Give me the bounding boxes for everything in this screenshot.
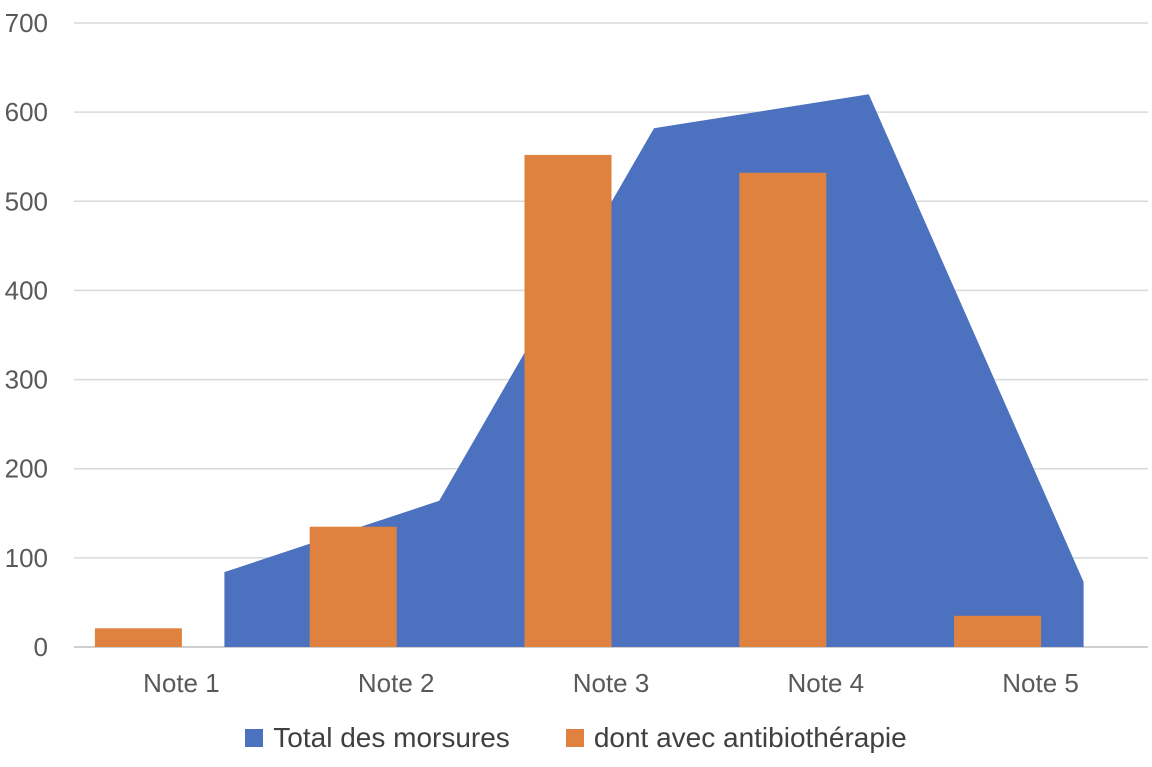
legend-item-total: Total des morsures [245,722,510,754]
legend-swatch-antibiotic [565,729,584,747]
x-tick-label: Note 2 [358,668,435,698]
legend-label-total: Total des morsures [273,722,510,753]
x-tick-label: Note 3 [573,668,650,698]
y-tick-label: 300 [5,365,48,395]
y-tick-label: 100 [5,543,48,573]
y-tick-label: 500 [5,186,48,216]
x-tick-label: Note 4 [787,668,864,698]
legend-swatch-total [245,729,264,747]
legend-label-antibiotic: dont avec antibiothérapie [593,722,907,753]
legend-item-antibiotic: dont avec antibiothérapie [565,722,907,754]
bar-antibiotic [954,615,1042,647]
area-series-total [224,94,1084,648]
bar-antibiotic [739,172,827,648]
y-tick-label: 0 [34,632,48,662]
y-tick-label: 400 [5,275,48,305]
y-tick-label: 600 [5,97,48,127]
bar-antibiotic [524,154,612,647]
y-tick-label: 200 [5,454,48,484]
bar-antibiotic [309,526,397,647]
x-tick-label: Note 5 [1002,668,1079,698]
y-tick-label: 700 [5,8,48,38]
bar-antibiotic [94,628,182,647]
x-tick-label: Note 1 [143,668,220,698]
legend: Total des morsures dont avec antibiothér… [0,716,1152,760]
